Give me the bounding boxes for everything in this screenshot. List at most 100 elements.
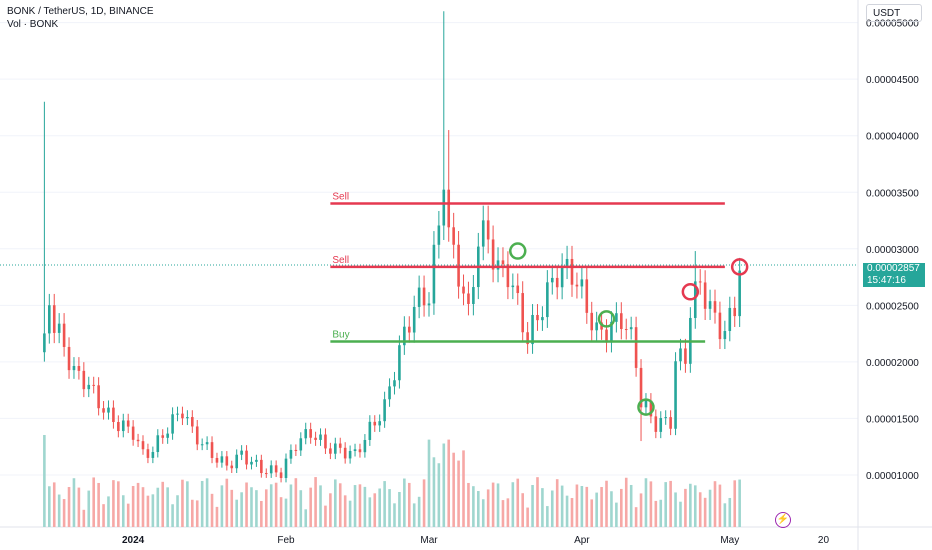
candle-body (590, 312, 594, 331)
volume-bar (541, 488, 544, 527)
candle-body (240, 450, 243, 455)
volume-bar (57, 494, 61, 527)
volume-bar (629, 484, 633, 527)
candle-body (501, 260, 505, 265)
candle-body (338, 443, 342, 448)
candle-body (368, 421, 372, 440)
candle-body (383, 399, 386, 422)
volume-bar (324, 505, 327, 527)
candle-body (264, 473, 268, 475)
candle-body (649, 400, 653, 417)
volume-bar (245, 482, 248, 527)
volume-bar (319, 485, 322, 527)
volume-bar (738, 479, 741, 527)
y-tick-label: 0.00004500 (866, 75, 919, 86)
volume-bar (205, 478, 209, 527)
last-price-value: 0.00002857 (867, 263, 920, 274)
candle-body (620, 313, 623, 330)
volume-bar (195, 500, 199, 527)
volume-bar (624, 477, 628, 527)
candle-body (664, 417, 667, 419)
volume-bar (600, 487, 603, 527)
candle-body (403, 326, 406, 346)
volume-bar (131, 485, 135, 527)
volume-bar (674, 492, 677, 527)
volume-bar (477, 491, 480, 527)
candle-body (176, 413, 179, 415)
volume-bar (398, 491, 401, 527)
candle-body (112, 407, 115, 423)
annotation-label-sell: Sell (332, 192, 349, 203)
volume-bar (708, 489, 712, 527)
candle-body (393, 380, 396, 387)
volume-bar (215, 506, 219, 527)
last-price-tag: 0.00002857 15:47:16 (863, 263, 925, 287)
candle-body (555, 277, 559, 288)
lightning-icon[interactable]: ⚡ (775, 512, 791, 528)
candle-body (215, 457, 219, 463)
candle-body (728, 307, 732, 332)
candle-body (343, 447, 347, 459)
candle-body (521, 293, 524, 333)
candle-body (304, 429, 308, 439)
candle-body (314, 437, 317, 440)
candle-body (260, 459, 263, 474)
candle-body (659, 418, 663, 432)
volume-bar (703, 497, 707, 527)
candle-body (329, 448, 332, 454)
candle-body (77, 366, 81, 371)
candle-body (43, 333, 46, 353)
volume-bar (664, 482, 667, 527)
volume-bar (560, 485, 564, 527)
candle-body (235, 454, 238, 469)
candle-body (284, 458, 288, 478)
volume-bar (649, 481, 653, 527)
candle-body (67, 346, 71, 371)
candle-body (210, 442, 214, 458)
volume-bar (437, 463, 441, 527)
volume-bar (181, 479, 184, 527)
volume-bar (462, 450, 465, 527)
volume-bar (338, 483, 342, 527)
volume-indicator-label: Vol · BONK (7, 19, 59, 30)
volume-bar (422, 479, 426, 527)
currency-button[interactable]: USDT (866, 4, 922, 22)
volume-bar (304, 509, 308, 527)
candle-body (565, 258, 569, 267)
volume-bar (481, 499, 485, 527)
candle-body (48, 305, 51, 334)
volume-bar (511, 482, 515, 527)
volume-bar (299, 490, 303, 527)
volume-bar (220, 485, 224, 527)
volume-bar (654, 500, 658, 527)
volume-bar (156, 487, 160, 527)
candle-body (245, 450, 248, 465)
volume-bar (284, 498, 288, 527)
volume-bar (102, 504, 105, 527)
volume-bar (698, 492, 702, 527)
volume-bar (126, 503, 130, 527)
annotation-label-buy: Buy (332, 330, 349, 341)
candle-body (585, 279, 589, 313)
candle-body (610, 321, 613, 343)
candle-body (72, 366, 76, 371)
candle-body (560, 266, 564, 288)
volume-bar (343, 495, 347, 527)
volume-bar (486, 489, 490, 527)
candle-body (550, 277, 554, 283)
volume-bar (353, 485, 357, 527)
candle-body (491, 239, 495, 270)
volume-bar (605, 480, 608, 527)
volume-bar (171, 504, 174, 527)
volume-bar (546, 506, 549, 527)
candle-body (595, 322, 598, 331)
volume-bar (82, 509, 86, 527)
volume-bar (496, 483, 500, 527)
candle-body (230, 465, 234, 469)
candle-body (186, 417, 189, 419)
y-tick-label: 0.00001000 (866, 471, 919, 482)
volume-bar (289, 484, 293, 527)
volume-bar (531, 485, 534, 527)
